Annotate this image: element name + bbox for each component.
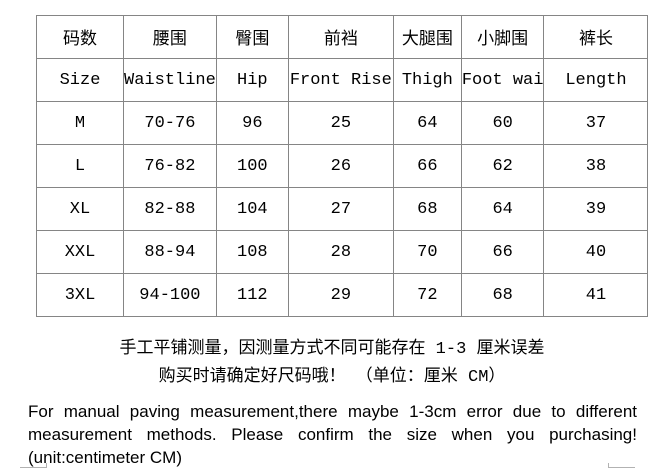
table-cell: 68 (392, 187, 462, 231)
header-cell-en: Hip (215, 58, 289, 102)
table-cell: 64 (460, 187, 545, 231)
table-cell: 26 (287, 144, 394, 188)
table-cell: XL (36, 187, 124, 231)
header-cell-cn: 大腿围 (392, 15, 462, 59)
header-cell-cn: 臀围 (215, 15, 289, 59)
table-cell: 68 (460, 273, 545, 317)
table-row: M 70-76 96 25 64 60 37 (36, 101, 649, 145)
table-cell: 66 (460, 230, 545, 274)
header-cell-en: Size (36, 58, 124, 102)
header-cell-cn: 腰围 (123, 15, 217, 59)
table-cell: 100 (215, 144, 289, 188)
table-cell: 41 (543, 273, 649, 317)
measurement-note-cn-line1: 手工平铺测量，因测量方式不同可能存在 1-3 厘米误差 (119, 340, 545, 359)
header-row-cn: 码数 腰围 臀围 前裆 大腿围 小脚围 裤长 (36, 15, 649, 59)
table-cell: XXL (36, 230, 124, 274)
crop-handle-bottom-left (20, 463, 47, 468)
header-row-en: Size Waistline Hip Front Rise Thigh Foot… (36, 58, 649, 102)
crop-handle-bottom-right (608, 463, 635, 468)
table-cell: 72 (392, 273, 462, 317)
table-cell: L (36, 144, 124, 188)
table-cell: 82-88 (123, 187, 217, 231)
table-cell: 70-76 (123, 101, 217, 145)
table-row: XL 82-88 104 27 68 64 39 (36, 187, 649, 231)
table-cell: 37 (543, 101, 649, 145)
measurement-note-en: For manual paving measurement,there mayb… (28, 400, 637, 469)
table-cell: 39 (543, 187, 649, 231)
table-cell: 29 (287, 273, 394, 317)
table-cell: 70 (392, 230, 462, 274)
table-cell: 38 (543, 144, 649, 188)
measurement-note-en-line2: measurement methods. Please confirm the … (28, 425, 637, 444)
table-cell: 25 (287, 101, 394, 145)
header-cell-en: Thigh (392, 58, 462, 102)
table-cell: M (36, 101, 124, 145)
table-cell: 40 (543, 230, 649, 274)
table-cell: 96 (215, 101, 289, 145)
table-cell: 104 (215, 187, 289, 231)
header-cell-cn: 码数 (36, 15, 124, 59)
table-cell: 62 (460, 144, 545, 188)
header-cell-cn: 前裆 (287, 15, 394, 59)
table-cell: 108 (215, 230, 289, 274)
table-cell: 112 (215, 273, 289, 317)
header-cell-en: Front Rise (287, 58, 394, 102)
header-cell-cn: 裤长 (543, 15, 649, 59)
table-row: XXL 88-94 108 28 70 66 40 (36, 230, 649, 274)
measurement-note-en-line1: For manual paving measurement,there mayb… (28, 402, 637, 421)
header-cell-en: Waistline (123, 58, 217, 102)
table-row: L 76-82 100 26 66 62 38 (36, 144, 649, 188)
table-cell: 76-82 (123, 144, 217, 188)
table-cell: 60 (460, 101, 545, 145)
table-cell: 64 (392, 101, 462, 145)
table-cell: 27 (287, 187, 394, 231)
header-cell-en: Length (543, 58, 649, 102)
table-cell: 94-100 (123, 273, 217, 317)
table-cell: 28 (287, 230, 394, 274)
table-cell: 66 (392, 144, 462, 188)
measurement-note-cn: 手工平铺测量，因测量方式不同可能存在 1-3 厘米误差 购买时请确定好尺码哦！ … (0, 336, 664, 392)
measurement-note-cn-line2: 购买时请确定好尺码哦！ （单位：厘米 CM） (158, 368, 506, 387)
size-chart-table: 码数 腰围 臀围 前裆 大腿围 小脚围 裤长 Size Waistline Hi… (36, 15, 649, 317)
header-cell-en: Foot wai (460, 58, 545, 102)
table-cell: 3XL (36, 273, 124, 317)
table-cell: 88-94 (123, 230, 217, 274)
header-cell-cn: 小脚围 (460, 15, 545, 59)
measurement-note-en-line3: (unit:centimeter CM) (28, 448, 182, 467)
table-row: 3XL 94-100 112 29 72 68 41 (36, 273, 649, 317)
